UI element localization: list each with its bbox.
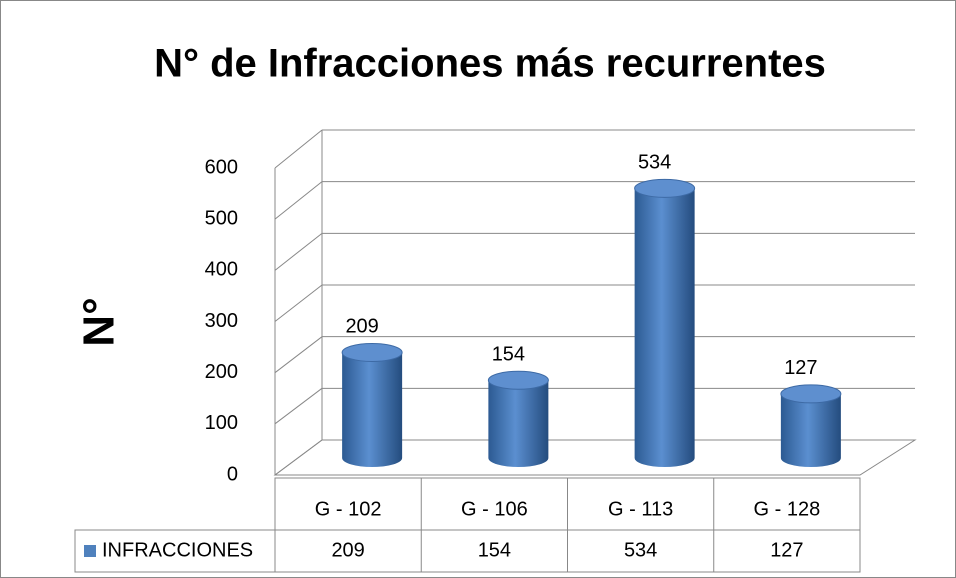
grid-line [274,336,323,374]
bar [780,384,842,467]
y-tick-label: 0 [227,463,238,485]
data-label: 127 [784,357,817,379]
x-tick-label: G - 102 [315,498,382,520]
grid-line [274,232,323,271]
bar [341,342,403,467]
data-label: 534 [638,152,671,174]
y-tick-label: 100 [205,412,238,434]
y-tick-label: 600 [205,156,238,178]
table-value: 154 [478,539,511,561]
x-tick-label: G - 113 [608,498,673,520]
bar [634,178,696,467]
table-value: 209 [331,539,364,561]
legend-swatch [84,545,96,557]
legend-label: INFRACCIONES [102,539,253,561]
x-tick-label: G - 106 [461,498,528,520]
data-label: 154 [492,344,525,366]
y-tick-label: 400 [205,259,238,281]
y-tick-label: 500 [205,207,238,229]
table-row [74,529,861,573]
data-label: 209 [345,316,378,338]
grid-line [274,439,323,476]
chart-title: N° de Infracciones más recurrentes [154,42,826,86]
x-tick-label: G - 128 [754,498,821,520]
bar [487,370,549,467]
y-axis-label: N° [75,297,124,346]
grid-line [274,129,323,169]
grid-line [274,181,323,220]
table-value: 534 [624,539,657,561]
y-tick-label: 200 [205,361,238,383]
table-value: 127 [770,539,803,561]
grid-line [274,387,323,425]
y-tick-label: 300 [205,310,238,332]
grid-line [274,284,323,322]
